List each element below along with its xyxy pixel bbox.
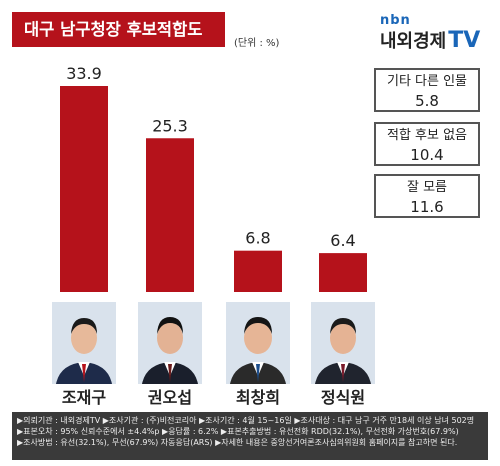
survey-info-line-1: ▶의뢰기관 : 내외경제TV ▶조사기관 : (주)비전코리아 ▶조사기간 : … [17, 416, 475, 425]
survey-info-line-2: ▶표본오차 : 95% 신뢰수준에서 ±4.4%p ▶응답률 : 6.2% ▶표… [17, 427, 459, 436]
candidate-photo-4 [311, 302, 375, 384]
brand-logo: nbn 내외경제 TV [380, 14, 490, 55]
portrait-1 [52, 302, 116, 384]
bar-value-label-4: 6.4 [330, 231, 355, 250]
portrait-2 [138, 302, 202, 384]
candidate-photo-3 [226, 302, 290, 384]
bar-1 [60, 86, 108, 292]
candidate-name-2: 권오섭 [147, 388, 193, 407]
other-person-box: 기타 다른 인물 5.8 [374, 68, 480, 112]
no-suitable-label: 적합 후보 없음 [386, 128, 468, 143]
bar-4 [319, 253, 367, 292]
unit-label: (단위 : %) [234, 38, 280, 49]
dont-know-value: 11.6 [410, 198, 444, 216]
brand-logo-nbn: nbn [380, 13, 411, 28]
portrait-4 [311, 302, 375, 384]
no-suitable-value: 10.4 [410, 146, 444, 164]
bar-value-label-3: 6.8 [245, 229, 270, 248]
brand-logo-tv: TV [448, 28, 481, 53]
dont-know-label: 잘 모름 [406, 180, 447, 195]
survey-info-footer: ▶의뢰기관 : 내외경제TV ▶조사기관 : (주)비전코리아 ▶조사기간 : … [12, 412, 488, 460]
bar-value-label-1: 33.9 [66, 64, 102, 83]
other-person-value: 5.8 [415, 92, 439, 110]
other-person-label: 기타 다른 인물 [386, 74, 468, 89]
candidate-name-1: 조재구 [61, 388, 107, 407]
bar-chart: 33.9 25.3 6.8 6.4 [60, 64, 367, 292]
survey-info-line-3: ▶조사방법 : 유선(32.1%), 무선(67.9%) 자동응답(ARS) ▶… [17, 438, 458, 447]
bar-value-label-2: 25.3 [152, 116, 188, 135]
dont-know-box: 잘 모름 11.6 [374, 174, 480, 218]
brand-logo-name: 내외경제 [380, 31, 447, 52]
candidate-name-4: 정식원 [320, 388, 366, 407]
chart-title: 대구 남구청장 후보적합도 [12, 12, 225, 47]
bar-2 [146, 138, 194, 292]
no-suitable-box: 적합 후보 없음 10.4 [374, 122, 480, 166]
candidate-name-3: 최창희 [235, 388, 281, 407]
candidate-photo-2 [138, 302, 202, 384]
bar-3 [234, 250, 282, 292]
portrait-3 [226, 302, 290, 384]
candidate-photo-1 [52, 302, 116, 384]
